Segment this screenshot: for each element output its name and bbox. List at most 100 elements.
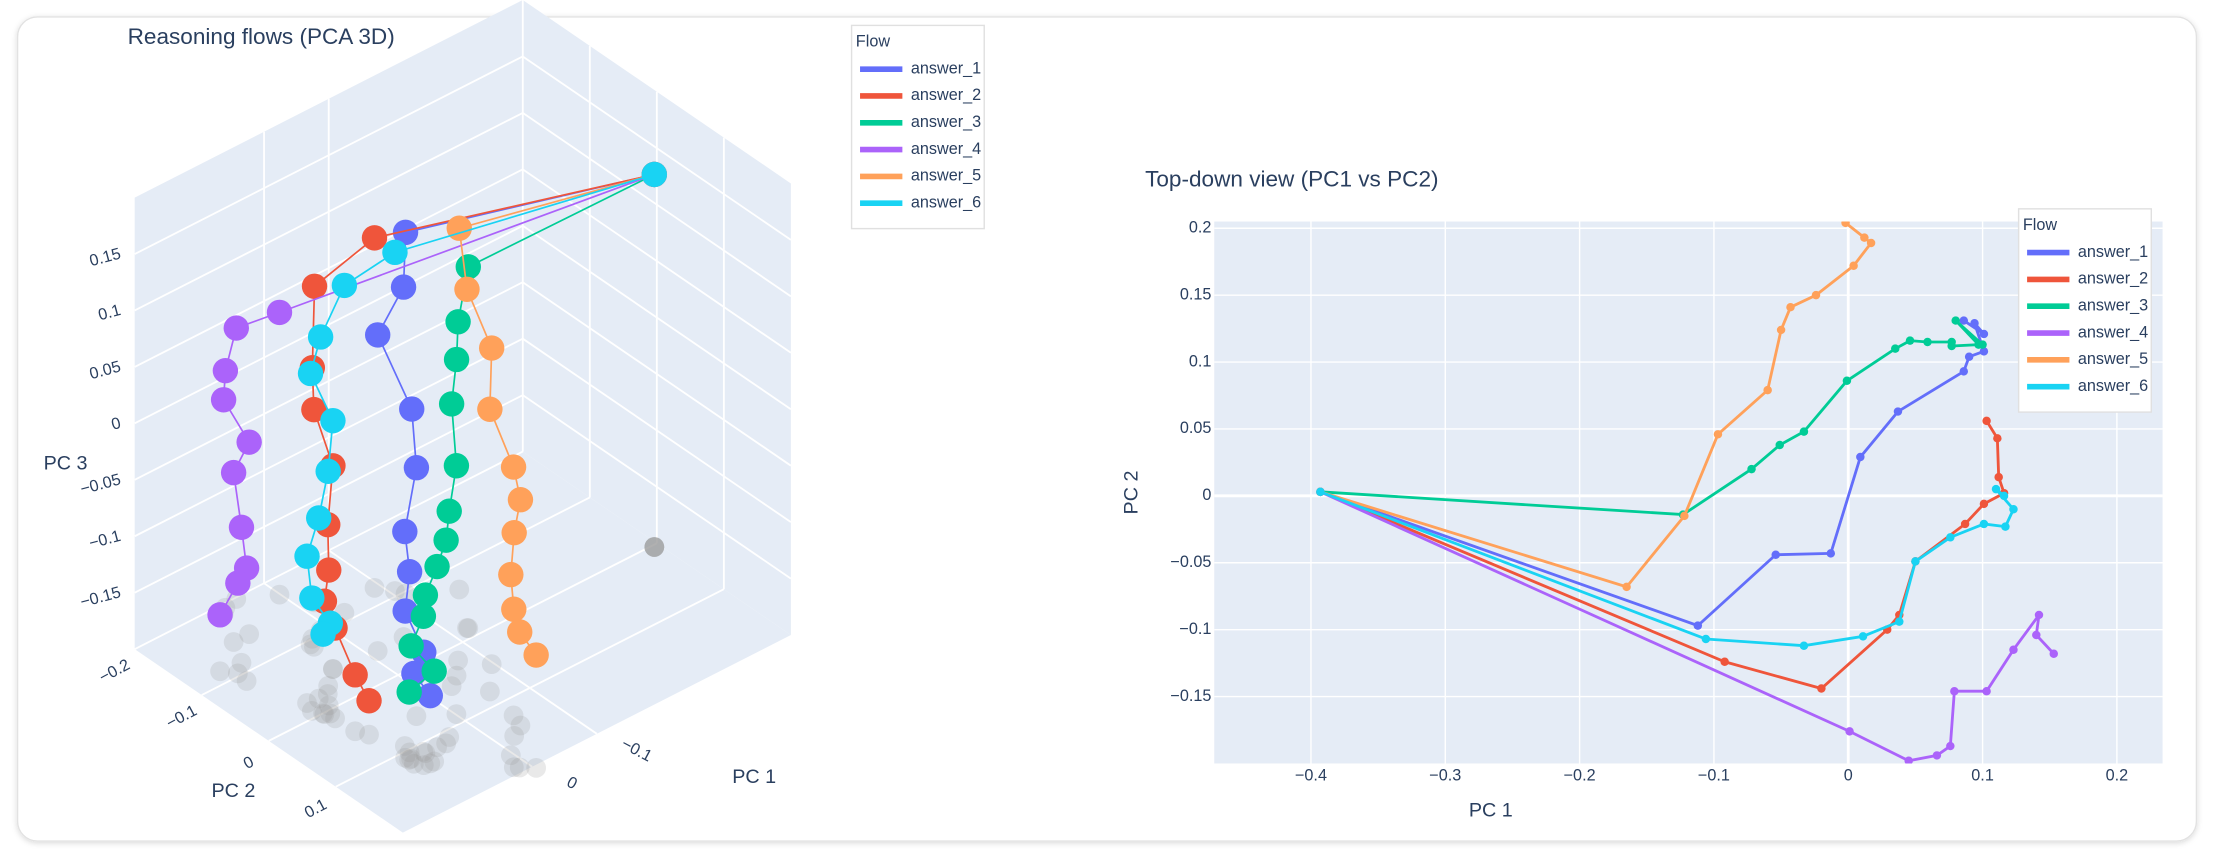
flow-point	[1891, 344, 1900, 353]
flow-point	[454, 276, 480, 302]
grid-line	[522, 337, 792, 523]
flow-point	[1849, 261, 1858, 270]
shadow-point	[457, 618, 477, 638]
flow-point	[1979, 347, 1989, 356]
shadow-point	[406, 706, 427, 726]
flow-point	[361, 225, 388, 251]
shadow-point	[500, 745, 521, 766]
plot-content	[1316, 221, 2058, 764]
x-tick-label: 0	[1844, 766, 1853, 784]
grid-line	[134, 394, 524, 594]
shadow-point	[345, 721, 366, 742]
flow-point	[410, 603, 437, 629]
shadow-point	[504, 726, 525, 746]
x-tick-label: −0.3	[1429, 766, 1461, 784]
flow-point	[1713, 430, 1723, 439]
y-axis-title: PC 2	[212, 780, 256, 802]
shadow-point	[399, 749, 420, 770]
flow-point	[478, 335, 505, 361]
shadow-point	[415, 743, 436, 763]
legend-label: answer_6	[911, 193, 981, 211]
chart-3d: Reasoning flows (PCA 3D)−0.10−0.2−0.100.…	[44, 0, 985, 833]
shadow-point	[367, 641, 388, 661]
shadow-point	[644, 537, 665, 557]
y-tick-label: −0.05	[1170, 553, 1211, 571]
flow-point	[399, 396, 425, 422]
flow-point	[1622, 582, 1631, 592]
flow-point	[507, 487, 534, 513]
flow-point	[1893, 407, 1903, 416]
shadow-point	[449, 579, 470, 600]
shadow-point	[318, 675, 339, 696]
x-tick-label: −0.4	[1295, 766, 1327, 784]
flow-point	[207, 602, 233, 628]
y-tick-label: 0.1	[1189, 352, 1212, 370]
grid-line	[134, 112, 524, 312]
shadow-point	[313, 703, 333, 724]
shadow-point	[404, 753, 424, 774]
shadow-point	[436, 733, 456, 754]
flow-point	[1856, 452, 1865, 462]
shadow-point	[323, 659, 343, 679]
flow-point	[315, 458, 341, 485]
flow-point	[1947, 341, 1956, 351]
y-tick-label: −0.15	[1170, 687, 1211, 705]
y-tick-label: 0	[1202, 486, 1211, 504]
shadow-point	[644, 537, 665, 557]
flow-point	[433, 527, 459, 553]
flow-point	[2049, 649, 2058, 658]
flow-point	[501, 519, 527, 546]
shadow-point	[269, 584, 290, 605]
flow-point	[301, 273, 328, 299]
grid-line	[134, 55, 524, 255]
shadow-point	[320, 703, 341, 724]
flow-point	[403, 455, 430, 481]
flow-point	[1817, 684, 1826, 693]
legend-label: answer_3	[911, 113, 981, 131]
flow-point	[1946, 741, 1955, 751]
legend-label: answer_1	[911, 59, 981, 77]
flow-point	[507, 619, 533, 645]
y-tick-label: −0.1	[1179, 620, 1211, 638]
flow-point	[2034, 610, 2044, 620]
shadow-point	[308, 688, 329, 709]
x-tick-label: −0.2	[1564, 766, 1596, 784]
x-axis-title: PC 1	[1469, 800, 1513, 822]
shadow-point	[297, 693, 317, 713]
legend-title: Flow	[856, 33, 891, 51]
flow-point	[356, 688, 382, 714]
flow-point	[2009, 504, 2018, 514]
flow-point	[1964, 352, 1974, 361]
flow-point	[301, 396, 327, 423]
flow-point	[1959, 316, 1969, 325]
flow-point	[1841, 221, 1850, 228]
shadow-point	[395, 583, 416, 604]
flow-point	[1860, 233, 1869, 242]
grid-line	[522, 225, 792, 411]
flow-point	[236, 429, 262, 455]
shadow-point	[441, 676, 462, 697]
flow-point	[2032, 630, 2041, 640]
flow-point	[1842, 376, 1852, 386]
shadow-point	[399, 742, 420, 763]
flow-point	[228, 514, 255, 541]
flow-point	[310, 621, 336, 647]
flow-point	[1999, 491, 2009, 501]
legend-label: answer_6	[2078, 377, 2148, 395]
shadow-point	[644, 537, 665, 557]
chart-title: Reasoning flows (PCA 3D)	[128, 24, 395, 49]
flow-line	[1319, 488, 2016, 648]
legend-label: answer_1	[2078, 243, 2148, 261]
flow-point	[421, 658, 447, 684]
shadow-point	[644, 537, 665, 557]
shadow-point	[301, 701, 322, 721]
shadow-point	[526, 758, 547, 778]
shadow-point	[424, 751, 445, 772]
flow-point	[225, 570, 251, 596]
flow-point	[396, 679, 422, 705]
flow-point	[455, 254, 481, 280]
flow-point	[501, 596, 527, 622]
shadow-point	[323, 659, 343, 679]
